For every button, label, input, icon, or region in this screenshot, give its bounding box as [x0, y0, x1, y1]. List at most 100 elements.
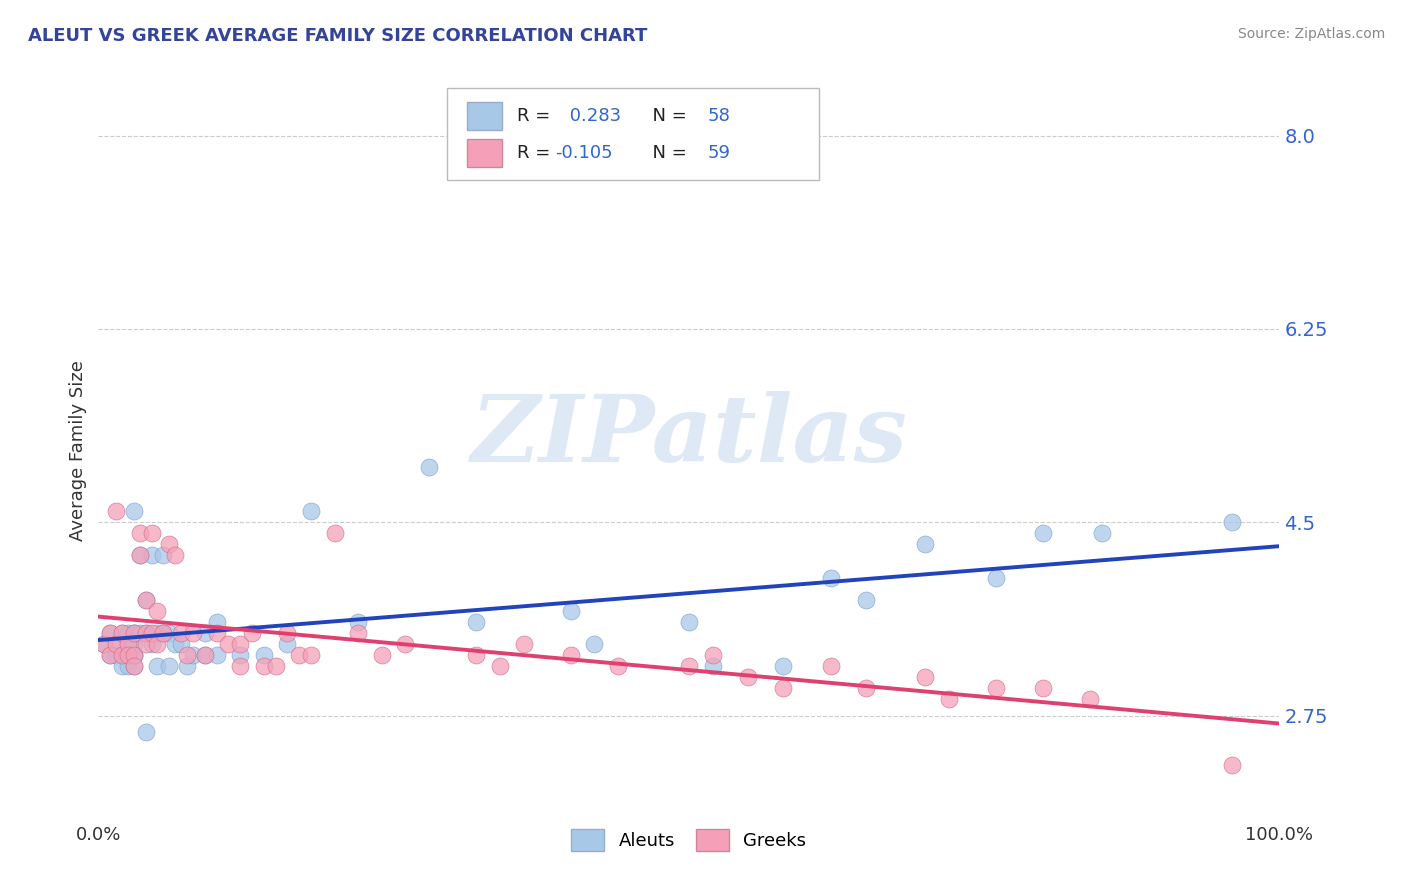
Point	[146, 625, 169, 640]
Text: Source: ZipAtlas.com: Source: ZipAtlas.com	[1237, 27, 1385, 41]
Point	[117, 637, 139, 651]
Point	[117, 659, 139, 673]
Point	[194, 648, 217, 662]
Point	[607, 659, 630, 673]
Point	[157, 659, 180, 673]
Point	[347, 615, 370, 629]
Point	[146, 637, 169, 651]
Point	[253, 648, 276, 662]
Point	[855, 681, 877, 695]
Point	[122, 625, 145, 640]
Point	[141, 637, 163, 651]
Point	[135, 592, 157, 607]
Text: N =: N =	[641, 107, 692, 125]
Point	[560, 648, 582, 662]
Point	[135, 625, 157, 640]
Text: ALEUT VS GREEK AVERAGE FAMILY SIZE CORRELATION CHART: ALEUT VS GREEK AVERAGE FAMILY SIZE CORRE…	[28, 27, 648, 45]
Point	[152, 549, 174, 563]
Point	[122, 637, 145, 651]
FancyBboxPatch shape	[467, 139, 502, 167]
Point	[194, 648, 217, 662]
Point	[117, 648, 139, 662]
Point	[240, 625, 263, 640]
Point	[176, 648, 198, 662]
Point	[111, 648, 134, 662]
Legend: Aleuts, Greeks: Aleuts, Greeks	[562, 820, 815, 860]
Point	[122, 659, 145, 673]
Point	[98, 648, 121, 662]
Point	[157, 537, 180, 551]
Point	[229, 648, 252, 662]
Point	[170, 637, 193, 651]
Point	[1080, 692, 1102, 706]
Point	[165, 549, 187, 563]
Point	[217, 637, 239, 651]
Point	[229, 659, 252, 673]
Point	[702, 659, 724, 673]
Text: -0.105: -0.105	[555, 144, 613, 161]
Point	[583, 637, 606, 651]
Point	[111, 659, 134, 673]
Point	[1032, 681, 1054, 695]
Point	[128, 526, 150, 541]
Point	[276, 625, 298, 640]
Point	[98, 625, 121, 640]
Point	[111, 625, 134, 640]
Point	[465, 648, 488, 662]
Point	[105, 637, 128, 651]
Point	[560, 604, 582, 618]
Point	[93, 637, 115, 651]
Point	[205, 625, 228, 640]
Point	[122, 648, 145, 662]
Point	[347, 625, 370, 640]
Point	[176, 659, 198, 673]
Point	[299, 648, 322, 662]
Point	[141, 625, 163, 640]
Point	[938, 692, 960, 706]
Y-axis label: Average Family Size: Average Family Size	[69, 360, 87, 541]
Point	[111, 625, 134, 640]
Point	[855, 592, 877, 607]
Point	[105, 637, 128, 651]
Text: 59: 59	[707, 144, 731, 161]
Text: 0.283: 0.283	[564, 107, 621, 125]
Point	[128, 549, 150, 563]
Point	[772, 681, 794, 695]
Point	[165, 637, 187, 651]
Text: 58: 58	[707, 107, 731, 125]
Point	[914, 537, 936, 551]
Point	[122, 648, 145, 662]
Point	[702, 648, 724, 662]
Point	[276, 637, 298, 651]
Point	[264, 659, 287, 673]
Text: R =: R =	[516, 107, 555, 125]
Point	[181, 648, 204, 662]
Point	[394, 637, 416, 651]
Point	[135, 725, 157, 739]
Point	[194, 625, 217, 640]
Point	[820, 659, 842, 673]
Point	[117, 637, 139, 651]
Point	[93, 637, 115, 651]
Point	[299, 504, 322, 518]
Point	[465, 615, 488, 629]
Text: N =: N =	[641, 144, 692, 161]
Point	[122, 648, 145, 662]
Point	[489, 659, 512, 673]
Point	[146, 604, 169, 618]
Point	[288, 648, 311, 662]
Point	[146, 659, 169, 673]
Point	[1220, 516, 1243, 530]
Point	[105, 648, 128, 662]
Point	[117, 625, 139, 640]
Point	[141, 526, 163, 541]
Point	[152, 625, 174, 640]
Point	[1220, 758, 1243, 772]
Point	[371, 648, 394, 662]
Point	[205, 648, 228, 662]
Point	[1032, 526, 1054, 541]
Point	[512, 637, 534, 651]
Point	[122, 625, 145, 640]
Point	[105, 504, 128, 518]
Point	[122, 625, 145, 640]
